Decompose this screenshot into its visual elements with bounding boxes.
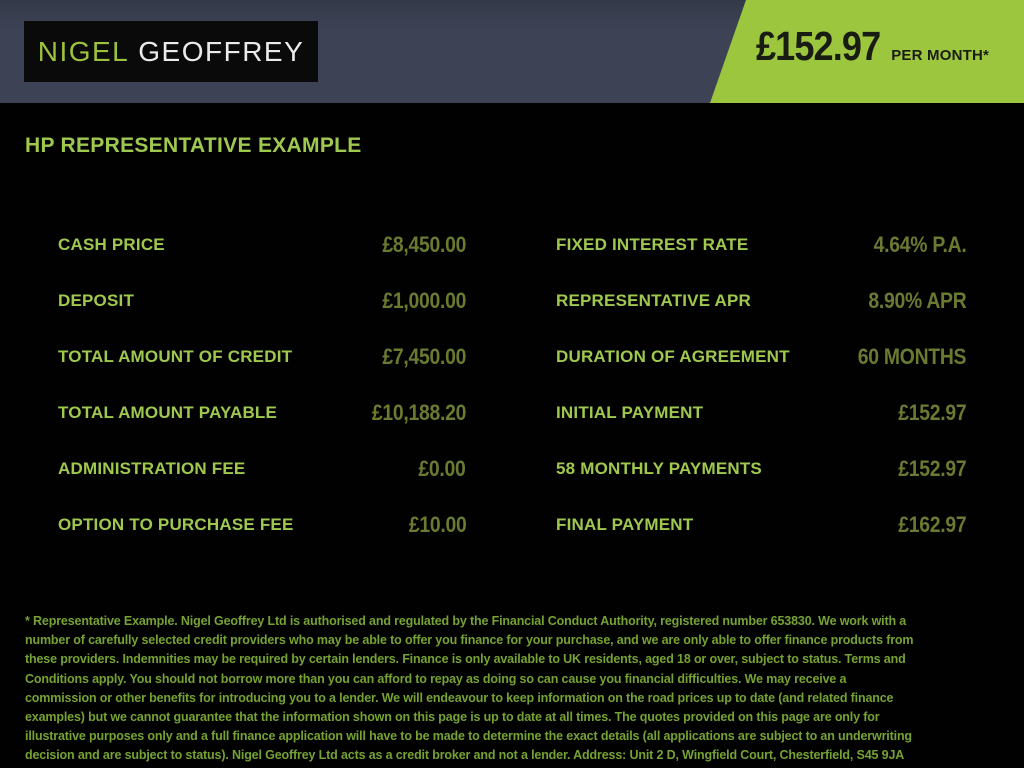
brand-name-primary: NIGEL: [37, 35, 130, 67]
finance-value: £7,450.00: [382, 344, 466, 369]
brand-logo: NIGEL GEOFFREY: [24, 21, 318, 82]
finance-value: 4.64% P.A.: [873, 232, 966, 257]
finance-column-left: CASH PRICE £8,450.00 DEPOSIT £1,000.00 T…: [58, 217, 466, 553]
finance-value: £10.00: [408, 512, 466, 537]
finance-value: 8.90% APR: [867, 288, 966, 313]
finance-label: CASH PRICE: [58, 235, 165, 254]
monthly-price-suffix: PER MONTH*: [891, 47, 990, 64]
finance-row-admin-fee: ADMINISTRATION FEE £0.00: [58, 441, 466, 497]
finance-row-total-payable: TOTAL AMOUNT PAYABLE £10,188.20: [58, 385, 466, 441]
header: NIGEL GEOFFREY £152.97 PER MONTH*: [0, 0, 1024, 103]
finance-label: OPTION TO PURCHASE FEE: [58, 515, 294, 534]
finance-label: FINAL PAYMENT: [556, 515, 694, 534]
finance-value: £0.00: [418, 456, 466, 481]
finance-label: FIXED INTEREST RATE: [556, 235, 749, 254]
finance-row-initial-payment: INITIAL PAYMENT £152.97: [556, 385, 966, 441]
finance-column-right: FIXED INTEREST RATE 4.64% P.A. REPRESENT…: [556, 217, 966, 553]
finance-label: 58 MONTHLY PAYMENTS: [556, 459, 762, 478]
finance-label: DURATION OF AGREEMENT: [556, 347, 790, 366]
finance-label: TOTAL AMOUNT PAYABLE: [58, 403, 278, 422]
finance-value: £1,000.00: [382, 288, 466, 313]
finance-row-option-to-purchase-fee: OPTION TO PURCHASE FEE £10.00: [58, 497, 466, 553]
finance-row-representative-apr: REPRESENTATIVE APR 8.90% APR: [556, 273, 966, 329]
finance-row-fixed-interest-rate: FIXED INTEREST RATE 4.64% P.A.: [556, 217, 966, 273]
finance-value: £152.97: [897, 400, 966, 425]
brand-name-secondary: GEOFFREY: [138, 35, 305, 67]
finance-row-cash-price: CASH PRICE £8,450.00: [58, 217, 466, 273]
finance-row-final-payment: FINAL PAYMENT £162.97: [556, 497, 966, 553]
finance-label: INITIAL PAYMENT: [556, 403, 704, 422]
page-title: HP REPRESENTATIVE EXAMPLE: [25, 134, 362, 157]
finance-label: DEPOSIT: [58, 291, 135, 310]
finance-label: ADMINISTRATION FEE: [58, 459, 246, 478]
finance-row-total-credit: TOTAL AMOUNT OF CREDIT £7,450.00: [58, 329, 466, 385]
finance-row-duration: DURATION OF AGREEMENT 60 MONTHS: [556, 329, 966, 385]
finance-value: £10,188.20: [371, 400, 467, 425]
finance-row-deposit: DEPOSIT £1,000.00: [58, 273, 466, 329]
finance-value: £8,450.00: [382, 232, 466, 257]
finance-label: REPRESENTATIVE APR: [556, 291, 752, 310]
finance-value: 60 MONTHS: [857, 344, 967, 369]
monthly-price-banner: £152.97 PER MONTH*: [710, 0, 1024, 103]
finance-value: £162.97: [897, 512, 966, 537]
finance-row-monthly-payments: 58 MONTHLY PAYMENTS £152.97: [556, 441, 966, 497]
monthly-price-amount: £152.97: [756, 23, 881, 69]
finance-label: TOTAL AMOUNT OF CREDIT: [58, 347, 293, 366]
finance-value: £152.97: [897, 456, 966, 481]
legal-disclaimer: * Representative Example. Nigel Geoffrey…: [25, 614, 914, 763]
